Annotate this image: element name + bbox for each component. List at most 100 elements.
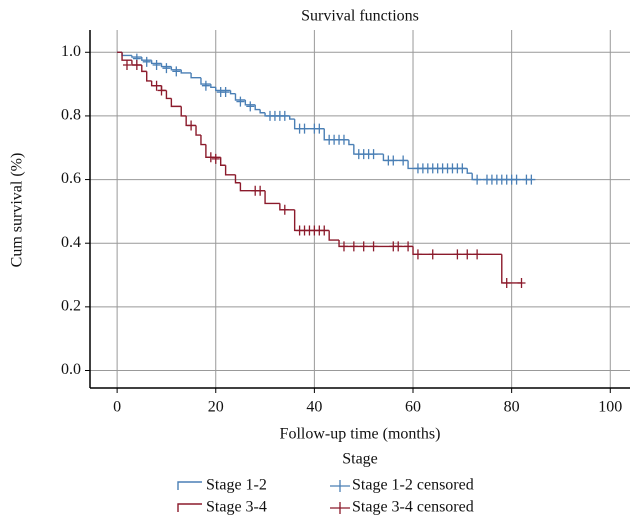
censor-mark [369, 241, 378, 252]
survival-step [224, 165, 236, 176]
censor-mark [359, 241, 368, 252]
chart-title: Survival functions [301, 8, 419, 25]
censor-mark [211, 153, 220, 164]
y-tick-label: 0.6 [61, 170, 81, 187]
censor-mark [157, 85, 166, 96]
survival-step [190, 72, 201, 79]
y-tick-label: 0.4 [61, 234, 81, 251]
x-tick-label: 0 [113, 399, 121, 416]
censor-mark [152, 60, 161, 71]
y-tick-label: 0.2 [61, 298, 81, 315]
survival-step [234, 174, 241, 184]
censor-mark [172, 66, 181, 77]
censor-mark [201, 80, 210, 91]
x-axis-label: Follow-up time (months) [280, 426, 441, 443]
censor-mark [512, 174, 521, 185]
censor-mark [389, 155, 398, 166]
censor-mark [428, 249, 437, 260]
survival-step [170, 66, 182, 71]
survival-step [254, 104, 261, 111]
survival-step [195, 125, 201, 136]
censor-mark [502, 277, 511, 288]
y-axis-label: Cum survival (%) [9, 153, 26, 268]
censor-mark [394, 241, 403, 252]
censor-mark [132, 60, 141, 71]
censor-mark [236, 96, 245, 107]
censor-mark [369, 149, 378, 160]
censor-mark [187, 120, 196, 131]
survival-step [338, 240, 414, 248]
survival-step [264, 190, 280, 205]
censor-mark [221, 87, 230, 98]
survival-step [160, 85, 167, 92]
legend-label: Stage 1-2 [206, 477, 267, 494]
survival-step [205, 144, 221, 158]
censor-mark [246, 101, 255, 112]
censor-mark [404, 241, 413, 252]
survival-step [210, 84, 216, 88]
survival-step [501, 254, 522, 284]
censor-mark [473, 249, 482, 260]
survival-step [170, 98, 182, 108]
survival-step [200, 77, 211, 85]
survival-step [289, 115, 295, 120]
survival-step [141, 65, 147, 73]
censor-mark [339, 241, 348, 252]
censor-mark [453, 249, 462, 260]
legend-symbol [177, 481, 202, 490]
censor-mark [162, 63, 171, 74]
legend-symbol [330, 502, 350, 514]
censor-mark [300, 123, 309, 134]
censor-mark [399, 155, 408, 166]
censor-mark [122, 60, 131, 71]
survival-step [348, 139, 354, 146]
survival-step [323, 128, 349, 141]
y-tick-label: 1.0 [61, 43, 81, 60]
censor-mark [413, 249, 422, 260]
survival-step [234, 93, 246, 101]
survival-step [412, 246, 502, 256]
survival-step [180, 106, 187, 117]
x-tick-label: 60 [405, 399, 421, 416]
survival-step [219, 157, 226, 166]
survival-step [131, 55, 142, 58]
x-tick-label: 80 [504, 399, 520, 416]
censor-mark [315, 123, 324, 134]
legend-label: Stage 3-4 censored [352, 499, 474, 516]
censor-mark [527, 174, 536, 185]
censor-mark [349, 241, 358, 252]
censor-mark [473, 174, 482, 185]
survival-step [160, 63, 172, 68]
survival-step [328, 230, 340, 241]
survival-step [239, 182, 266, 192]
censor-mark [463, 249, 472, 260]
survival-step [244, 100, 256, 106]
survival-step [141, 57, 152, 61]
survival-step [279, 203, 295, 211]
survival-step [229, 90, 236, 95]
survival-step [466, 168, 473, 174]
legend-symbol [330, 480, 350, 492]
y-tick-label: 0.0 [61, 361, 81, 378]
censor-mark [280, 110, 289, 121]
censor-mark [206, 152, 215, 163]
survival-step [146, 71, 152, 82]
censor-mark [142, 56, 151, 67]
censor-mark [256, 185, 265, 196]
legend-symbol [177, 503, 202, 512]
survival-step [215, 87, 231, 92]
survival-step [200, 135, 206, 146]
x-tick-label: 20 [208, 399, 224, 416]
survival-step [150, 60, 162, 65]
censor-mark [458, 163, 467, 174]
legend-title: Stage [342, 451, 378, 468]
censor-mark [320, 225, 329, 236]
x-tick-label: 100 [598, 399, 622, 416]
censor-mark [517, 277, 526, 288]
y-tick-label: 0.8 [61, 107, 81, 124]
survival-step [121, 52, 132, 61]
x-tick-label: 40 [306, 399, 322, 416]
survival-step [180, 69, 192, 74]
survival-step [259, 109, 266, 114]
